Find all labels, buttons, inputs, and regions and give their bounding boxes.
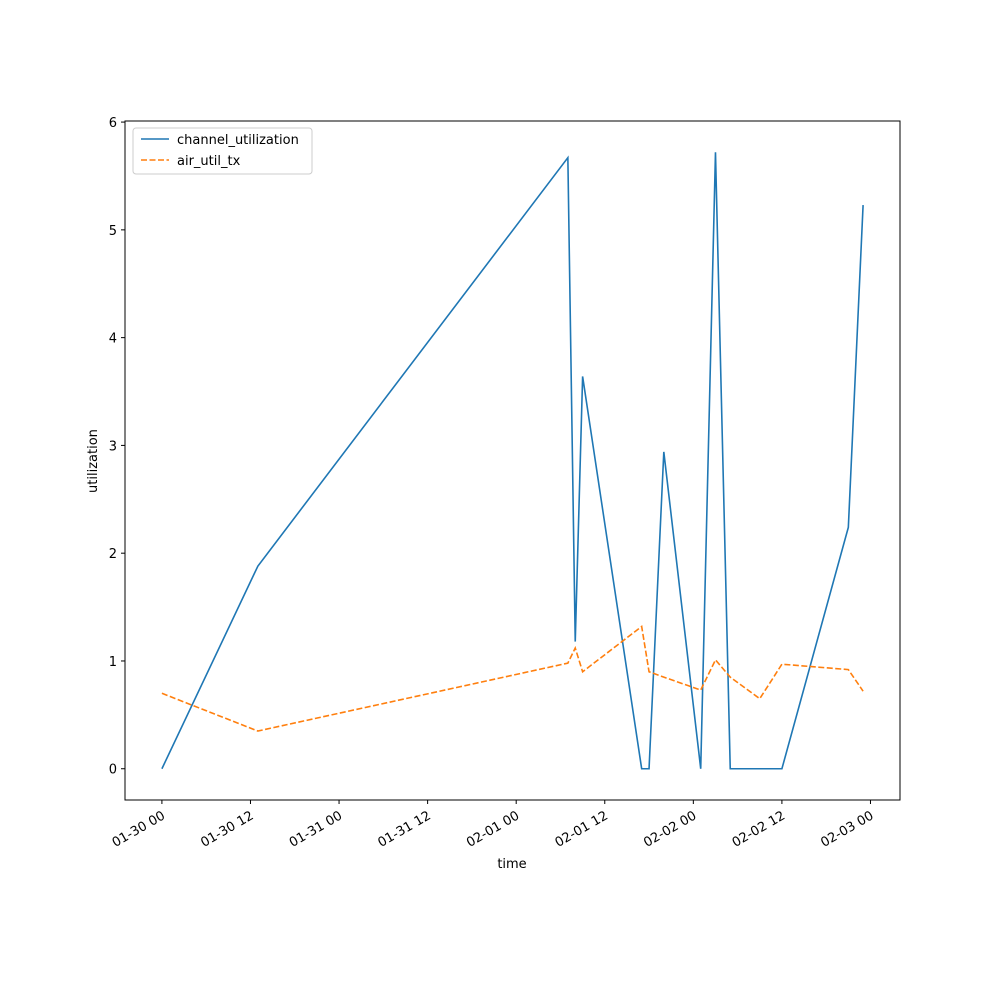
legend-box	[132, 127, 313, 175]
legend-label: air_util_tx	[177, 154, 241, 169]
y-tick-label: 2	[109, 547, 117, 562]
x-tick-label: 02-03 00	[818, 808, 876, 850]
x-axis-label: time	[497, 857, 526, 872]
x-tick-label: 02-01 12	[553, 808, 611, 850]
y-axis-label: utilization	[86, 429, 101, 493]
y-tick-label: 4	[109, 332, 117, 347]
x-tick-label: 01-30 00	[110, 808, 168, 850]
x-tick-label: 01-31 12	[375, 808, 433, 850]
y-tick-label: 1	[109, 655, 117, 670]
x-tick-label: 01-30 12	[198, 808, 256, 850]
y-tick-label: 6	[109, 116, 117, 131]
legend-label: channel_utilization	[177, 133, 299, 148]
series-line	[161, 625, 864, 732]
x-tick-label: 02-02 12	[730, 808, 788, 850]
y-tick-label: 0	[109, 763, 117, 778]
x-tick-label: 02-01 00	[464, 808, 522, 850]
plot-frame	[124, 120, 901, 801]
y-tick-label: 3	[109, 439, 117, 454]
x-tick-label: 01-31 00	[287, 808, 345, 850]
y-tick-label: 5	[109, 224, 117, 239]
x-tick-label: 02-02 00	[641, 808, 699, 850]
series-line	[161, 152, 864, 770]
